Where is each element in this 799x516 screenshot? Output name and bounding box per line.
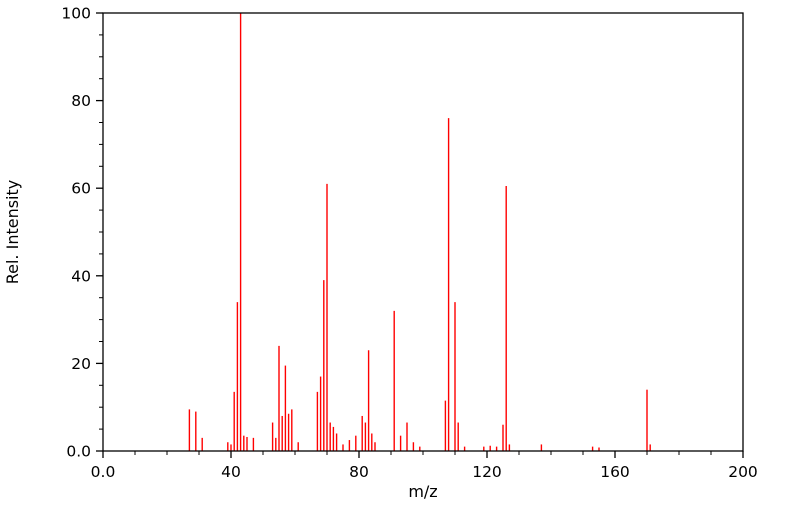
y-axis-label: Rel. Intensity	[3, 180, 22, 285]
x-tick-label: 0.0	[91, 463, 116, 481]
x-tick-label: 160	[600, 463, 630, 481]
y-tick-label: 20	[71, 355, 91, 373]
x-tick-label: 200	[728, 463, 758, 481]
x-tick-label: 40	[221, 463, 241, 481]
y-tick-label: 80	[71, 92, 91, 110]
spectrum-peaks	[188, 13, 651, 451]
y-tick-label: 0.0	[66, 443, 91, 461]
x-axis-ticks: 0.0 40 80 120 160 200	[91, 451, 758, 481]
y-tick-label: 60	[71, 180, 91, 198]
x-tick-label: 80	[349, 463, 369, 481]
plot-frame	[102, 12, 744, 452]
x-axis-label: m/z	[408, 482, 437, 501]
y-tick-label: 40	[71, 267, 91, 285]
plot-border	[102, 12, 744, 452]
y-axis-ticks: 0.0 20 40 60 80 100	[61, 5, 103, 461]
y-tick-label: 100	[61, 5, 91, 23]
x-tick-label: 120	[472, 463, 502, 481]
